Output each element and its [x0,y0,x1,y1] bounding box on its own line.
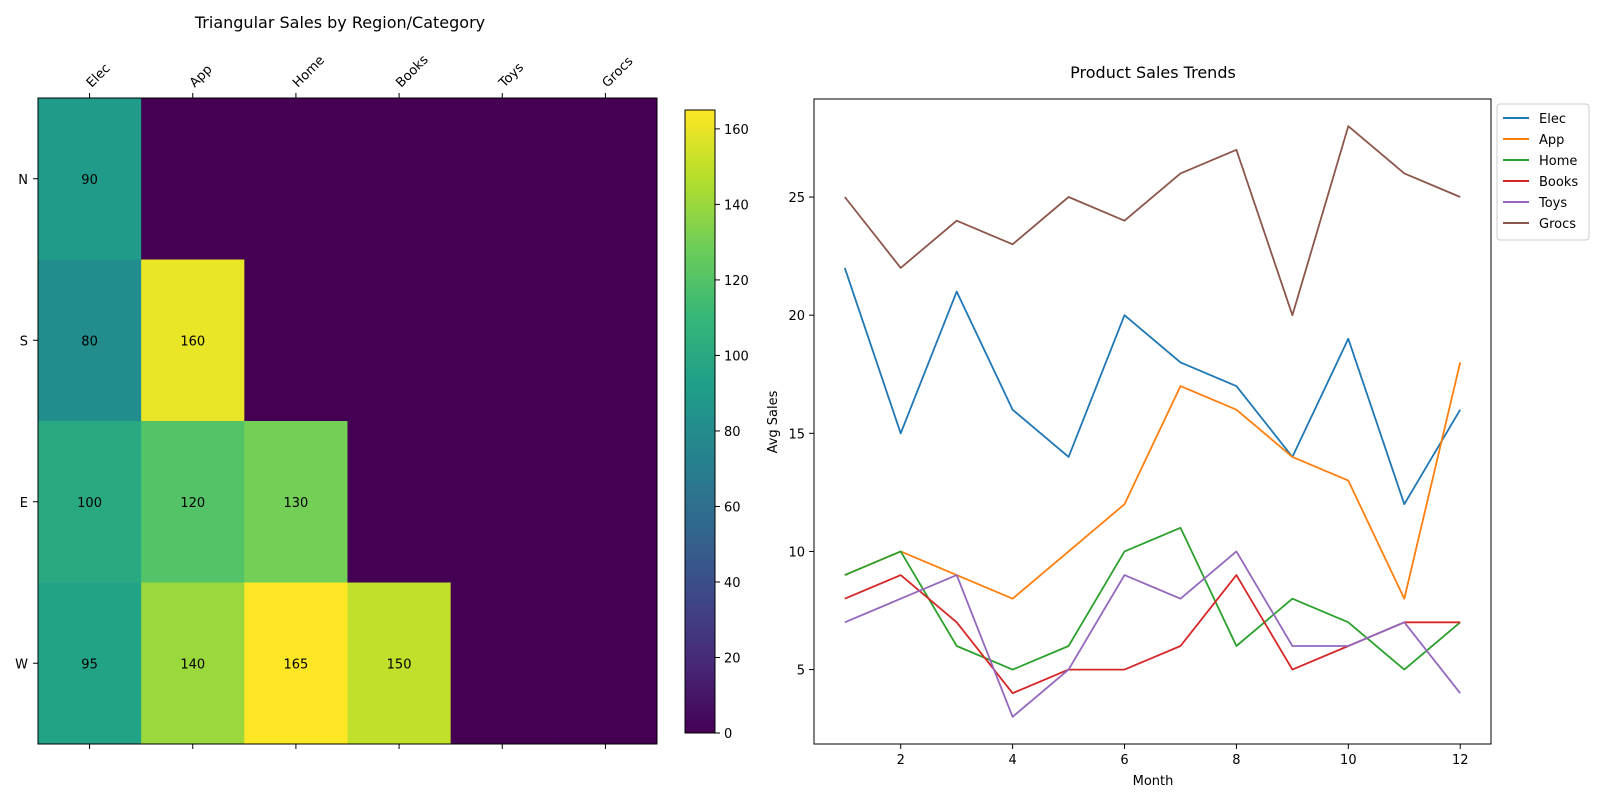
colorbar-tick-label: 60 [724,500,741,515]
line-y-tick-label: 20 [788,309,805,324]
line-y-tick-label: 10 [788,545,805,560]
heatmap-y-tick-label: S [20,334,28,349]
heatmap-frame [37,97,658,745]
heatmap-cell-N-Toys [450,98,555,260]
heatmap-y-tick-label: N [18,173,28,188]
line-y-tick-label: 15 [788,427,805,442]
heatmap-cell-label: 90 [81,173,98,188]
heatmap-x-tick-label: Books [393,52,431,90]
heatmap-cell-S-App [141,259,245,422]
heatmap-y-tick-label: E [20,496,28,511]
line-x-tick-label: 2 [897,753,905,768]
heatmap-cell-S-Elec [38,259,142,422]
colorbar-tick-label: 100 [724,349,749,364]
colorbar-tick-label: 40 [724,576,741,591]
heatmap-cell-W-Toys [450,582,555,745]
series-line-toys [844,550,1461,718]
series-line-home [844,526,1461,671]
heatmap-cell-label: 140 [180,657,205,672]
heatmap-cell-label: 165 [284,657,309,672]
heatmap-x-tick-label: Elec [84,61,114,91]
heatmap-cell-E-Books [347,421,452,583]
heatmap-x-tick-label: App [187,62,216,91]
heatmap-cell-label: 160 [180,334,205,349]
legend-entry: Home [1539,154,1577,169]
heatmap-x-tick-label: Toys [496,60,527,91]
line-x-tick-label: 6 [1120,753,1128,768]
colorbar-tick-label: 120 [724,274,749,289]
line-chart-frame [813,98,1492,745]
series-line-app [844,362,1462,600]
heatmap-cell-labels: 90 80 160 100 120 130 95 140 165 150 [77,173,411,673]
legend-entry: App [1539,133,1564,148]
heatmap-cell-label: 100 [77,496,102,511]
legend-entry: Grocs [1539,217,1576,232]
heatmap-title: Triangular Sales by Region/Category [194,13,485,32]
heatmap-x-tick-label: Grocs [600,54,637,91]
colorbar-tick-label: 0 [724,727,732,742]
line-x-label: Month [1133,774,1174,789]
heatmap-cell-label: 95 [81,657,98,672]
heatmap-y-ticks: N S E W [15,173,38,672]
legend-entry: Books [1539,175,1578,190]
heatmap-cell-S-Books [347,259,452,422]
heatmap-cell-E-Grocs [553,421,658,583]
heatmap-cell-label: 130 [284,496,309,511]
heatmap-cell-W-Grocs [553,582,658,745]
heatmap-y-tick-label: W [15,657,28,672]
heatmap-cell-W-Elec [38,582,142,745]
heatmap-cell-S-Toys [450,259,555,422]
heatmap-cell-E-Home [244,421,348,583]
colorbar: 0 20 40 60 80 100 120 140 160 [684,109,749,742]
heatmap-cell-N-Elec [38,98,142,260]
heatmap-cell-S-Home [244,259,348,422]
heatmap-cell-N-Books [347,98,452,260]
line-chart-title: Product Sales Trends [1070,63,1236,82]
heatmap-cell-label: 150 [387,657,412,672]
heatmap-cells [38,98,658,745]
line-x-tick-label: 10 [1340,753,1357,768]
colorbar-tick-label: 160 [724,123,749,138]
series-line-elec [843,267,1461,506]
heatmap-cell-E-Toys [450,421,555,583]
heatmap-cell-E-App [141,421,245,583]
legend-entry: Toys [1538,196,1567,211]
heatmap-cell-W-App [141,582,245,745]
line-y-tick-label: 25 [788,191,805,206]
series-line-grocs [844,125,1461,317]
colorbar-tick-label: 140 [724,198,749,213]
heatmap-panel: Triangular Sales by Region/Category Elec… [15,13,658,749]
heatmap-x-tick-label: Home [290,53,328,91]
series-line-books [844,574,1461,695]
heatmap-cell-label: 120 [180,496,205,511]
legend-entry: Elec [1539,112,1566,127]
heatmap-cell-S-Grocs [553,259,658,422]
heatmap-cell-N-App [141,98,245,260]
colorbar-tick-label: 80 [724,425,741,440]
heatmap-cell-label: 80 [81,334,98,349]
line-y-label: Avg Sales [766,390,781,453]
heatmap-cell-E-Elec [38,421,142,583]
colorbar-tick-label: 20 [724,651,741,666]
heatmap-cell-W-Home [244,582,348,745]
heatmap-cell-N-Home [244,98,348,260]
line-x-tick-label: 8 [1232,753,1240,768]
colorbar-ticks: 0 20 40 60 80 100 120 140 160 [715,123,749,742]
heatmap-cell-N-Grocs [553,98,658,260]
line-y-tick-label: 5 [797,664,805,679]
line-series [843,125,1462,718]
colorbar-gradient [684,109,716,734]
heatmap-cell-W-Books [347,582,452,745]
line-y-ticks: 5 10 15 20 25 [788,191,814,679]
legend: Elec App Home Books Toys Grocs [1496,103,1590,241]
line-x-ticks: 2 4 6 8 10 12 [897,744,1469,768]
line-x-tick-label: 4 [1008,753,1016,768]
line-x-tick-label: 12 [1452,753,1469,768]
line-chart-panel: Product Sales Trends 2 4 6 8 10 12 510152025 … [766,63,1590,789]
